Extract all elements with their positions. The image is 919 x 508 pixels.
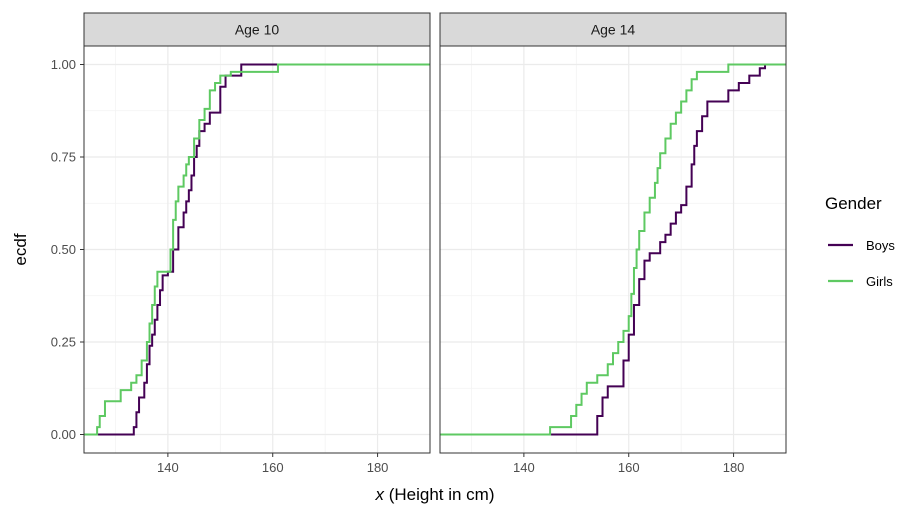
x-axis-title-text: (Height in cm): [384, 485, 495, 504]
x-tick-label: 160: [618, 460, 640, 475]
y-axis: 0.00 0.25 0.50 0.75 1.00: [51, 57, 84, 442]
y-tick-label: 0.00: [51, 427, 76, 442]
x-axis-title-variable: x: [374, 485, 384, 504]
panel-border: [439, 45, 787, 454]
legend-label-girls: Girls: [866, 274, 893, 289]
legend-label-boys: Boys: [866, 238, 895, 253]
x-tick-label: 180: [367, 460, 389, 475]
x-tick-label: 160: [262, 460, 284, 475]
y-tick-label: 0.25: [51, 335, 76, 350]
series-line-boys: [84, 63, 430, 436]
series-line-girls: [84, 63, 430, 436]
facet-strip-label: Age 10: [235, 22, 280, 38]
legend-title: Gender: [825, 194, 882, 213]
facet-panel-2: Age 14 140 160 180: [439, 12, 787, 475]
x-tick-label: 140: [513, 460, 535, 475]
legend: Gender Boys Girls: [825, 194, 895, 289]
series-line-boys: [440, 63, 786, 436]
facet-panel-1: Age 10 140 160 180: [83, 12, 431, 475]
x-axis-title: x (Height in cm): [374, 485, 494, 504]
facet-strip: [83, 12, 431, 47]
y-tick-label: 0.75: [51, 150, 76, 165]
y-axis-title: ecdf: [11, 233, 30, 265]
x-tick-label: 180: [723, 460, 745, 475]
y-tick-label: 1.00: [51, 57, 76, 72]
y-tick-label: 0.50: [51, 242, 76, 257]
facet-strip-label: Age 14: [591, 22, 636, 38]
facet-strip: [439, 12, 787, 47]
series-line-girls: [440, 63, 786, 436]
x-tick-label: 140: [157, 460, 179, 475]
